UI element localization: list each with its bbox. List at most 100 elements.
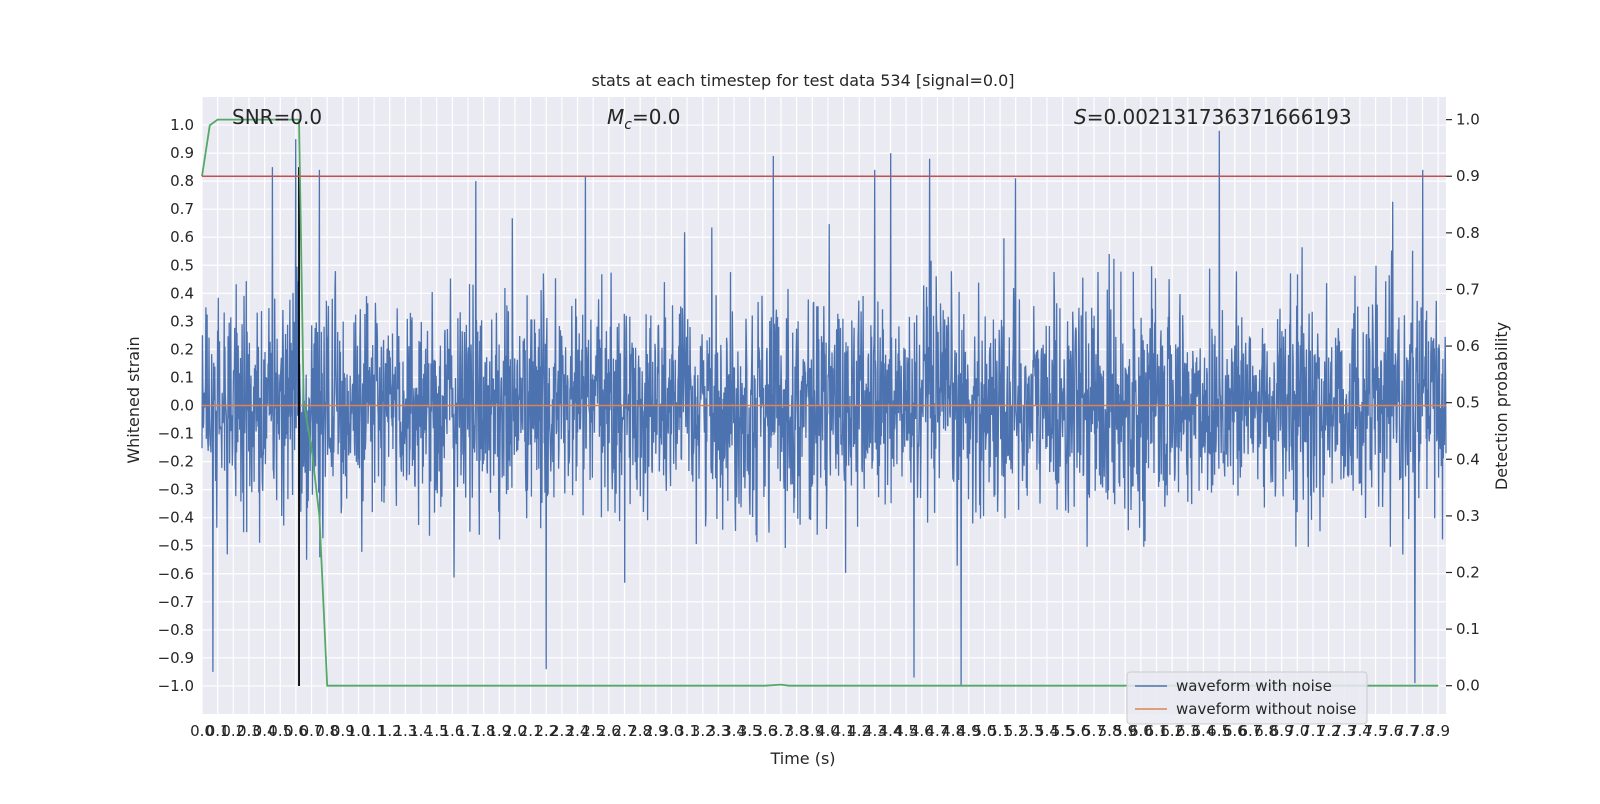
- x-tick-label: 3.1: [675, 722, 699, 740]
- x-tick-label: 2.8: [628, 722, 652, 740]
- x-tick-label: 2.1: [519, 722, 543, 740]
- x-tick-label: 1.8: [472, 722, 496, 740]
- x-tick-label: 0.3: [237, 722, 261, 740]
- y2-tick-label: 0.6: [1456, 337, 1480, 355]
- x-tick-label: 5.0: [972, 722, 996, 740]
- x-tick-label: 4.3: [863, 722, 887, 740]
- y-tick-label: 0.0: [170, 397, 194, 415]
- x-tick-label: 3.2: [691, 722, 715, 740]
- x-tick-label: 1.6: [440, 722, 464, 740]
- x-tick-label: 4.9: [957, 722, 981, 740]
- y-tick-label: 0.8: [170, 172, 194, 190]
- x-tick-label: 4.1: [832, 722, 856, 740]
- x-tick-label: 7.7: [1395, 722, 1419, 740]
- x-tick-label: 0.7: [300, 722, 324, 740]
- x-tick-label: 0.8: [315, 722, 339, 740]
- y-tick-label: −0.8: [158, 621, 194, 639]
- x-tick-label: 4.7: [926, 722, 950, 740]
- x-tick-label: 1.0: [347, 722, 371, 740]
- x-tick-label: 5.9: [1113, 722, 1137, 740]
- x-tick-label: 4.0: [816, 722, 840, 740]
- y-tick-label: −0.6: [158, 565, 194, 583]
- x-tick-label: 5.1: [988, 722, 1012, 740]
- x-tick-label: 2.5: [581, 722, 605, 740]
- y2-tick-label: 0.4: [1456, 450, 1480, 468]
- x-tick-label: 6.2: [1160, 722, 1184, 740]
- x-tick-label: 5.7: [1082, 722, 1106, 740]
- line-series-layer: [201, 118, 1446, 687]
- x-tick-label: 5.4: [1035, 722, 1059, 740]
- x-tick-label: 5.6: [1066, 722, 1090, 740]
- y-tick-label: −0.9: [158, 649, 194, 667]
- x-tick-label: 2.9: [644, 722, 668, 740]
- x-tick-label: 6.6: [1223, 722, 1247, 740]
- x-tick-label: 6.9: [1270, 722, 1294, 740]
- y-axis-left: −1.0 −0.9 −0.8 −0.7 −0.6 −0.5 −0.4 −0.3 −0.2 −0.1…: [158, 116, 194, 695]
- chart-title: stats at each timestep for test data 534…: [591, 71, 1014, 90]
- x-tick-label: 4.5: [894, 722, 918, 740]
- x-tick-label: 3.9: [800, 722, 824, 740]
- legend-box: [1126, 671, 1368, 725]
- waveform-with-noise-line: [201, 130, 1447, 687]
- y-tick-label: −0.2: [158, 453, 194, 471]
- x-tick-label: 6.3: [1176, 722, 1200, 740]
- x-tick-label: 5.8: [1098, 722, 1122, 740]
- y2-tick-label: 0.0: [1456, 677, 1480, 695]
- x-tick-label: 0.4: [253, 722, 277, 740]
- y-tick-label: −0.4: [158, 509, 194, 527]
- x-tick-label: 4.6: [910, 722, 934, 740]
- x-tick-label: 0.1: [206, 722, 230, 740]
- x-tick-label: 0.9: [331, 722, 355, 740]
- x-tick-label: 6.1: [1145, 722, 1169, 740]
- mc-value: =0.0: [632, 105, 681, 129]
- y2-tick-label: 0.5: [1456, 394, 1480, 412]
- y2-tick-label: 0.2: [1456, 563, 1480, 581]
- x-tick-label: 3.5: [738, 722, 762, 740]
- x-tick-label: 5.2: [1004, 722, 1028, 740]
- y-tick-label: 0.4: [170, 284, 194, 302]
- s-value: =0.00213173637166619​3: [1087, 105, 1352, 129]
- y-axis-right: 0.0 0.1 0.2 0.3 0.4 0.5 0.6 0.7 0.8 0.9 1.0: [1446, 111, 1480, 695]
- y-tick-label: 0.6: [170, 228, 194, 246]
- y-tick-label: 0.9: [170, 144, 194, 162]
- x-tick-label: 1.3: [393, 722, 417, 740]
- x-tick-label: 7.3: [1332, 722, 1356, 740]
- s-symbol: S: [1074, 105, 1087, 129]
- x-axis: 0.00.10.20.30.40.50.60.70.80.91.01.11.21…: [190, 722, 1450, 740]
- mc-annotation: Mc=0.0: [607, 105, 681, 133]
- x-tick-label: 7.0: [1285, 722, 1309, 740]
- y-tick-label: 0.1: [170, 368, 194, 386]
- x-tick-label: 0.2: [221, 722, 245, 740]
- x-axis-label: Time (s): [769, 749, 835, 768]
- x-tick-label: 1.5: [425, 722, 449, 740]
- y-tick-label: −0.1: [158, 425, 194, 443]
- x-tick-label: 7.2: [1317, 722, 1341, 740]
- legend-label-noise: waveform with noise: [1176, 677, 1332, 695]
- x-tick-label: 7.4: [1348, 722, 1372, 740]
- x-tick-label: 1.7: [456, 722, 480, 740]
- y-tick-label: 0.2: [170, 340, 194, 358]
- x-tick-label: 7.8: [1411, 722, 1435, 740]
- x-tick-label: 1.4: [409, 722, 433, 740]
- x-tick-label: 1.1: [362, 722, 386, 740]
- x-tick-label: 3.4: [722, 722, 746, 740]
- x-tick-label: 2.7: [613, 722, 637, 740]
- x-tick-label: 4.4: [879, 722, 903, 740]
- y2-axis-label: Detection probability: [1492, 322, 1511, 490]
- y2-tick-label: 0.3: [1456, 507, 1480, 525]
- x-tick-label: 5.3: [1019, 722, 1043, 740]
- legend: waveform with noise waveform without noi…: [1126, 671, 1368, 725]
- y-tick-label: 0.5: [170, 256, 194, 274]
- x-tick-label: 3.3: [706, 722, 730, 740]
- detection-probability-line: [201, 118, 1439, 687]
- x-tick-label: 7.9: [1426, 722, 1450, 740]
- mc-symbol: M: [607, 105, 624, 129]
- x-tick-label: 5.5: [1051, 722, 1075, 740]
- x-tick-label: 2.6: [597, 722, 621, 740]
- snr-annotation: SNR=0.0: [232, 105, 322, 129]
- x-tick-label: 3.0: [660, 722, 684, 740]
- y2-tick-label: 0.7: [1456, 280, 1480, 298]
- x-tick-label: 6.0: [1129, 722, 1153, 740]
- x-tick-label: 2.2: [534, 722, 558, 740]
